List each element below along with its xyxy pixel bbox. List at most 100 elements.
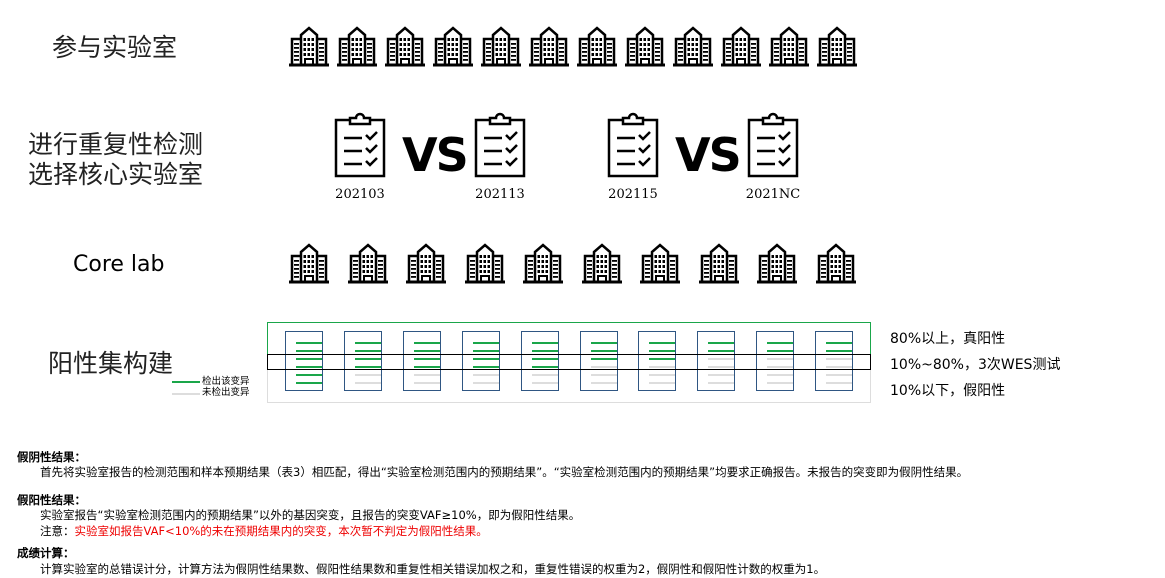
building-icon bbox=[464, 242, 505, 284]
detected-variant-line bbox=[472, 342, 499, 344]
sample-box bbox=[638, 331, 677, 391]
undetected-variant-line bbox=[767, 358, 794, 360]
building-icon bbox=[815, 242, 856, 284]
legend-not-detected-line bbox=[172, 393, 200, 395]
fp-title: 假阳性结果： bbox=[17, 493, 86, 507]
building-icon bbox=[289, 25, 329, 67]
detected-variant-line bbox=[472, 358, 499, 360]
sample-id-right: 2021NC bbox=[745, 187, 801, 202]
note: 注意：实验室如报告VAF<10%的未在预期结果内的突变，本次暂不判定为假阳性结果… bbox=[40, 523, 488, 539]
report-clipboard-icon bbox=[334, 110, 386, 178]
fn-title: 假阴性结果： bbox=[17, 450, 86, 464]
undetected-variant-line bbox=[413, 374, 440, 376]
building-icon bbox=[577, 25, 617, 67]
undetected-variant-line bbox=[590, 374, 617, 376]
detected-variant-line bbox=[531, 342, 558, 344]
legend-detected-label: 检出该变异 bbox=[202, 376, 250, 387]
report-clipboard-icon bbox=[747, 110, 799, 178]
detected-variant-line bbox=[296, 358, 322, 360]
detected-variant-line bbox=[531, 366, 558, 368]
detected-variant-line bbox=[649, 358, 676, 360]
undetected-variant-line bbox=[826, 382, 853, 384]
score-text: 计算实验室的总错误计分，计算方法为假阴性结果数、假阳性结果数和重复性相关错误加权… bbox=[40, 562, 826, 576]
undetected-variant-line bbox=[767, 374, 794, 376]
undetected-variant-line bbox=[708, 374, 735, 376]
sample-id-left: 202115 bbox=[608, 187, 658, 202]
sample-box bbox=[402, 331, 441, 391]
detected-variant-line bbox=[708, 350, 735, 352]
high-region-frame bbox=[267, 322, 871, 354]
undetected-variant-line bbox=[531, 374, 558, 376]
building-icon bbox=[529, 25, 569, 67]
undetected-variant-line bbox=[826, 374, 853, 376]
undetected-variant-line bbox=[649, 382, 676, 384]
undetected-variant-line bbox=[649, 366, 676, 368]
detected-variant-line bbox=[354, 342, 381, 344]
building-icon bbox=[757, 242, 797, 284]
detected-variant-line bbox=[354, 358, 381, 360]
detected-variant-line bbox=[296, 350, 322, 352]
sample-box bbox=[579, 331, 618, 391]
repeat-line-1: 进行重复性检测 bbox=[28, 130, 204, 159]
building-icon bbox=[581, 242, 622, 284]
detected-variant-line bbox=[767, 342, 794, 344]
detected-variant-line bbox=[296, 374, 322, 376]
undetected-variant-line bbox=[413, 382, 440, 384]
building-icon bbox=[698, 242, 739, 284]
detected-variant-line bbox=[472, 366, 499, 368]
detected-variant-line bbox=[472, 350, 499, 352]
building-icon bbox=[721, 25, 761, 67]
undetected-variant-line bbox=[708, 382, 735, 384]
undetected-variant-line bbox=[708, 366, 735, 368]
detected-variant-line bbox=[413, 366, 440, 368]
sample-box bbox=[697, 331, 736, 391]
building-icon bbox=[625, 25, 665, 67]
legend-not-detected-label: 未检出变异 bbox=[202, 387, 250, 398]
detected-variant-line bbox=[708, 342, 735, 344]
undetected-variant-line bbox=[826, 366, 853, 368]
middle-region-frame bbox=[267, 354, 871, 370]
sample-box bbox=[343, 331, 382, 391]
score-title: 成绩计算： bbox=[17, 546, 75, 560]
building-icon bbox=[433, 25, 473, 67]
undetected-variant-line bbox=[708, 358, 735, 360]
core-lab-label: Core lab bbox=[73, 252, 165, 277]
building-icon bbox=[673, 25, 713, 67]
detected-variant-line bbox=[296, 342, 322, 344]
detected-variant-line bbox=[826, 342, 853, 344]
sample-id-left: 202103 bbox=[335, 187, 385, 202]
fp-text: 实验室报告“实验室检测范围内的预期结果”以外的基因突变，且报告的突变VAF≥10… bbox=[40, 508, 581, 522]
report-clipboard-icon bbox=[474, 110, 526, 178]
undetected-variant-line bbox=[826, 358, 853, 360]
sample-box bbox=[756, 331, 795, 391]
undetected-variant-line bbox=[590, 366, 617, 368]
building-icon bbox=[769, 25, 809, 67]
fn-text: 首先将实验室报告的检测范围和样本预期结果（表3）相匹配，得出“实验室检测范围内的… bbox=[40, 465, 969, 479]
undetected-variant-line bbox=[767, 382, 794, 384]
threshold-true-positive: 80%以上，真阳性 bbox=[890, 331, 1006, 347]
participating-labs-label: 参与实验室 bbox=[52, 33, 178, 62]
undetected-variant-line bbox=[590, 382, 617, 384]
legend-detected-line bbox=[172, 381, 200, 383]
threshold-retest: 10%~80%，3次WES测试 bbox=[890, 357, 1061, 373]
detected-variant-line bbox=[413, 350, 440, 352]
detected-variant-line bbox=[826, 350, 853, 352]
report-clipboard-icon bbox=[607, 110, 659, 178]
building-icon bbox=[347, 242, 388, 284]
detected-variant-line bbox=[296, 382, 322, 384]
detected-variant-line bbox=[531, 358, 558, 360]
building-icon bbox=[337, 25, 377, 67]
undetected-variant-line bbox=[767, 366, 794, 368]
detected-variant-line bbox=[590, 342, 617, 344]
detected-variant-line bbox=[531, 350, 558, 352]
building-icon bbox=[817, 25, 857, 67]
building-icon bbox=[385, 25, 425, 67]
building-icon bbox=[406, 242, 446, 284]
detected-variant-line bbox=[649, 342, 676, 344]
positive-set-label: 阳性集构建 bbox=[48, 349, 174, 378]
building-icon bbox=[523, 242, 563, 284]
sample-box bbox=[285, 331, 323, 391]
undetected-variant-line bbox=[354, 374, 381, 376]
repeat-line-2: 选择核心实验室 bbox=[28, 160, 204, 189]
detected-variant-line bbox=[354, 350, 381, 352]
